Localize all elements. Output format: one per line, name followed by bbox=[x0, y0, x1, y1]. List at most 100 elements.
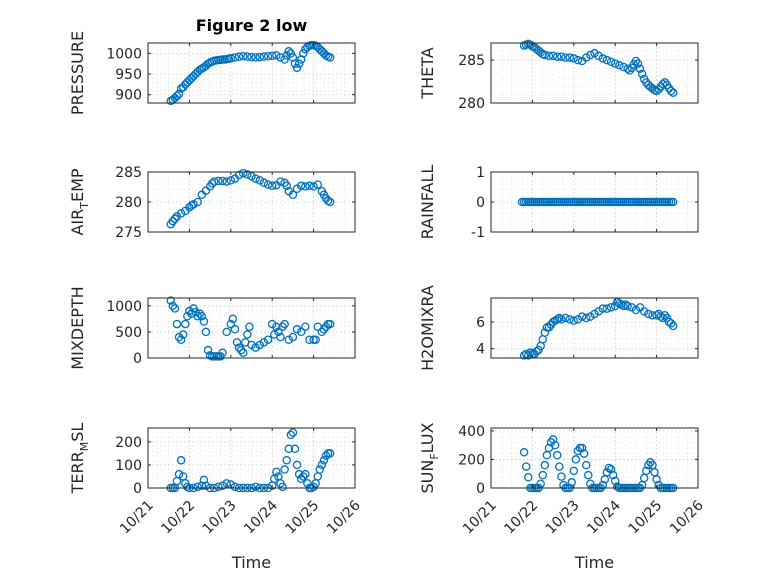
data-point bbox=[292, 460, 302, 470]
data-point bbox=[648, 311, 657, 320]
data-point bbox=[584, 470, 593, 480]
data-point bbox=[199, 317, 209, 326]
data-point bbox=[309, 182, 318, 191]
x-tick-label: 10/23 bbox=[200, 498, 240, 538]
data-point bbox=[228, 314, 238, 324]
data-point bbox=[197, 481, 207, 490]
data-point bbox=[548, 435, 558, 444]
x-axis-label: Time bbox=[574, 553, 614, 572]
data-point bbox=[610, 59, 620, 68]
data-point bbox=[536, 48, 545, 57]
data-point bbox=[181, 319, 190, 329]
y-tick-label: 4 bbox=[476, 342, 485, 358]
data-point bbox=[319, 325, 329, 334]
data-point bbox=[561, 53, 570, 62]
data-point bbox=[532, 347, 541, 356]
data-point bbox=[311, 335, 320, 344]
data-point bbox=[567, 478, 576, 487]
data-point bbox=[631, 56, 641, 66]
data-point bbox=[579, 449, 589, 458]
data-point bbox=[623, 301, 632, 311]
data-point bbox=[552, 315, 562, 324]
data-point bbox=[303, 479, 312, 488]
data-point bbox=[201, 327, 211, 337]
panel-h2omixra: 4 6 H2OMIXRA bbox=[418, 285, 699, 371]
data-point bbox=[278, 322, 287, 331]
y-tick-label: 285 bbox=[458, 53, 485, 69]
plot-frame bbox=[147, 427, 356, 489]
data-point bbox=[259, 338, 269, 347]
data-point bbox=[245, 322, 254, 331]
data-point bbox=[619, 62, 628, 72]
data-point bbox=[623, 64, 632, 73]
data-point bbox=[247, 340, 256, 350]
data-point bbox=[238, 51, 248, 61]
data-point bbox=[218, 481, 227, 490]
data-point bbox=[538, 470, 548, 480]
data-point bbox=[238, 348, 248, 358]
x-tick-label: 10/25 bbox=[283, 498, 323, 538]
data-point bbox=[226, 176, 236, 185]
data-point bbox=[569, 466, 579, 476]
y-axis-label: TERRMSL bbox=[68, 423, 91, 495]
data-point bbox=[321, 451, 331, 460]
data-point bbox=[296, 474, 306, 484]
data-point bbox=[540, 460, 550, 470]
data-point bbox=[174, 469, 184, 479]
data-point bbox=[298, 49, 308, 58]
data-point bbox=[594, 51, 603, 61]
y-axis-label: RAINFALL bbox=[418, 165, 437, 240]
y-axis-label: MIXDEPTH bbox=[68, 286, 87, 369]
data-point bbox=[581, 53, 591, 62]
data-point bbox=[550, 440, 560, 450]
data-point bbox=[214, 482, 223, 492]
data-point bbox=[176, 209, 186, 218]
data-point bbox=[586, 50, 595, 60]
data-point bbox=[557, 315, 566, 324]
data-point bbox=[267, 181, 277, 191]
data-point bbox=[668, 321, 678, 331]
data-point bbox=[193, 197, 202, 207]
data-point bbox=[222, 177, 231, 186]
y-tick-label: 400 bbox=[458, 424, 485, 440]
y-tick-label: -1 bbox=[471, 225, 485, 241]
data-point bbox=[259, 178, 269, 188]
data-point bbox=[296, 327, 306, 337]
x-axis-label: Time bbox=[231, 553, 271, 572]
data-point bbox=[172, 319, 182, 329]
data-point bbox=[534, 345, 543, 355]
data-point bbox=[590, 49, 599, 58]
data-point bbox=[226, 54, 236, 63]
data-point bbox=[288, 428, 298, 437]
y-tick-label: 200 bbox=[115, 435, 142, 451]
x-tick-label: 10/24 bbox=[241, 497, 281, 537]
data-point bbox=[176, 456, 186, 465]
data-point bbox=[561, 313, 570, 323]
data-point bbox=[577, 312, 587, 321]
data-point bbox=[565, 315, 574, 324]
data-point bbox=[642, 466, 651, 476]
x-tick-label: 10/21 bbox=[460, 498, 500, 538]
data-point bbox=[294, 59, 304, 68]
data-point bbox=[524, 351, 533, 360]
data-point bbox=[178, 330, 188, 339]
data-point bbox=[610, 476, 620, 486]
data-point bbox=[315, 465, 325, 474]
panel-air-temp: 275 280 285 AIRTEMP bbox=[68, 165, 356, 241]
y-tick-label: 285 bbox=[115, 165, 142, 181]
data-point bbox=[660, 311, 670, 320]
data-point bbox=[272, 322, 281, 331]
data-point bbox=[569, 54, 579, 63]
data-point bbox=[292, 325, 302, 334]
y-tick-label: 275 bbox=[115, 225, 142, 241]
data-point bbox=[203, 345, 213, 355]
data-point bbox=[548, 51, 558, 61]
data-point bbox=[660, 78, 670, 87]
data-point bbox=[540, 50, 550, 60]
data-point bbox=[656, 312, 665, 321]
data-point bbox=[234, 343, 244, 352]
data-point bbox=[284, 47, 294, 56]
data-point bbox=[243, 52, 252, 61]
data-point bbox=[552, 52, 562, 61]
x-tick-label: 10/22 bbox=[158, 498, 198, 538]
